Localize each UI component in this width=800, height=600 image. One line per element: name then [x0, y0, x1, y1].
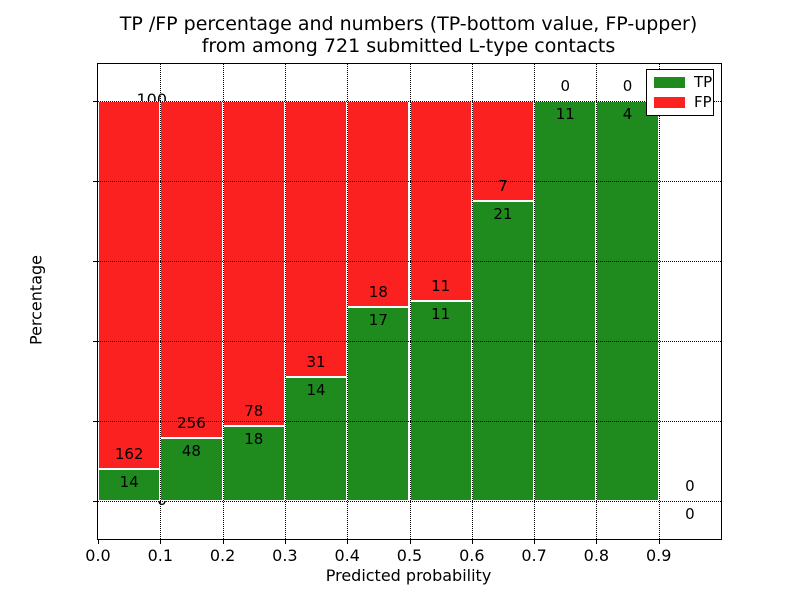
- tp-count-label: 18: [244, 430, 264, 448]
- x-tick-label: 0.7: [521, 546, 547, 565]
- x-tick-label: 0.8: [583, 546, 610, 565]
- x-tick-label: 0.6: [459, 546, 485, 565]
- v-gridline: [409, 64, 411, 539]
- tp-bar-segment: [409, 301, 472, 501]
- y-tick-mark: [93, 261, 98, 262]
- fp-count-label: 0: [560, 77, 571, 95]
- tp-count-label: 21: [493, 205, 513, 223]
- x-tick-mark: [222, 539, 224, 544]
- y-axis-label: Percentage: [26, 254, 46, 346]
- chart-title-line2: from among 721 submitted L-type contacts: [201, 35, 616, 57]
- legend-item-fp: FP: [647, 95, 713, 110]
- tp-bar-segment: [347, 306, 410, 501]
- v-gridline: [596, 64, 598, 539]
- x-tick-mark: [471, 539, 473, 544]
- x-tick-label: 0.0: [85, 546, 111, 565]
- fp-count-label: 162: [114, 445, 144, 464]
- tp-count-label: 17: [368, 310, 388, 329]
- x-tick-mark: [160, 539, 162, 544]
- tp-bar-segment: [98, 469, 161, 501]
- fp-count-label: 0: [685, 477, 695, 495]
- legend: TP FP: [646, 69, 714, 116]
- plot-area: TP FP 0.0 0.1 0.2 0.3 0.4 0.5 0.6 0.7 0.8 0.9 162 1…: [85, 63, 722, 565]
- x-tick-label: 0.9: [645, 546, 672, 565]
- fp-count-label: 78: [244, 402, 264, 420]
- tp-bar-segment: [160, 437, 223, 501]
- x-tick-label: 0.4: [334, 546, 360, 565]
- tp-count-label: 14: [119, 473, 139, 492]
- y-tick-mark: [93, 501, 98, 502]
- y-tick-mark: [93, 421, 98, 422]
- tp-count-label: 11: [431, 305, 451, 323]
- tp-bar-segment: [284, 376, 348, 501]
- v-gridline: [471, 64, 473, 539]
- legend-item-tp: TP: [647, 75, 713, 90]
- fp-bar-segment: [471, 101, 535, 201]
- tp-count-label: 14: [306, 380, 326, 399]
- fp-count-label: 18: [368, 282, 388, 301]
- fp-count-label: 256: [177, 413, 206, 432]
- x-tick-mark: [409, 539, 411, 544]
- legend-label-tp: TP: [694, 73, 713, 91]
- x-tick-mark: [596, 539, 598, 544]
- y-tick-mark: [93, 341, 98, 342]
- chart-title: TP /FP percentage and numbers (TP-bottom…: [97, 13, 720, 57]
- fp-count-label: 7: [498, 177, 508, 195]
- tp-count-label: 0: [685, 505, 695, 523]
- v-gridline: [347, 64, 349, 539]
- fp-bar-segment: [98, 101, 161, 470]
- fp-bar-segment: [347, 101, 410, 307]
- y-tick-mark: [93, 101, 98, 102]
- v-gridline: [658, 64, 660, 539]
- tp-color-swatch: [654, 77, 685, 88]
- y-tick-mark: [93, 181, 98, 182]
- tp-bar-segment: [222, 426, 285, 501]
- tp-count-label: 11: [555, 105, 575, 123]
- legend-label-fp: FP: [694, 93, 712, 111]
- fp-bar-segment: [160, 101, 223, 438]
- fp-bar-segment: [284, 101, 348, 377]
- x-axis-label: Predicted probability: [325, 566, 492, 585]
- tp-bar-segment: [534, 101, 597, 501]
- fp-count-label: 31: [306, 352, 326, 371]
- x-tick-mark: [658, 539, 660, 544]
- tp-bar-segment: [596, 101, 659, 501]
- tp-count-label: 48: [181, 441, 201, 460]
- x-tick-label: 0.3: [272, 546, 298, 565]
- tp-count-label: 4: [622, 105, 633, 123]
- chart-title-line1: TP /FP percentage and numbers (TP-bottom…: [119, 13, 698, 35]
- tp-bar-segment: [471, 201, 535, 501]
- v-gridline: [160, 64, 162, 539]
- fp-count-label: 0: [622, 77, 633, 95]
- v-gridline: [284, 64, 286, 539]
- x-tick-mark: [347, 539, 349, 544]
- x-tick-mark: [534, 539, 536, 544]
- x-tick-label: 0.1: [147, 546, 174, 565]
- fp-bar-segment: [409, 101, 472, 301]
- x-tick-mark: [284, 539, 286, 544]
- x-tick-label: 0.2: [209, 546, 236, 565]
- v-gridline: [534, 64, 536, 539]
- fp-color-swatch: [654, 97, 685, 108]
- x-tick-label: 0.5: [396, 546, 423, 565]
- x-tick-mark: [98, 539, 99, 544]
- fp-count-label: 11: [431, 277, 451, 295]
- v-gridline: [222, 64, 224, 539]
- fp-bar-segment: [222, 101, 285, 426]
